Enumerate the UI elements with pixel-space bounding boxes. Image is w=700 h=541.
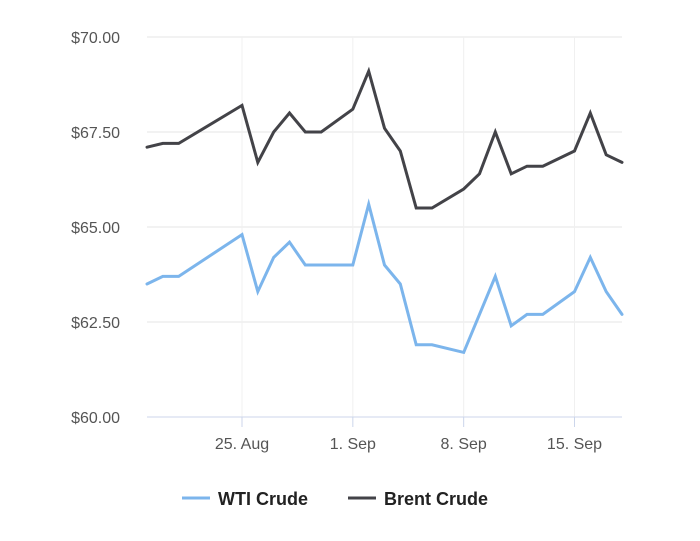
legend-label-brent-crude[interactable]: Brent Crude [384, 489, 488, 509]
x-axis: 25. Aug 1. Sep 8. Sep 15. Sep [147, 416, 622, 453]
series-group [145, 66, 624, 355]
gridlines [147, 36, 622, 417]
y-axis: $60.00 $62.50 $65.00 $67.50 $70.00 [71, 30, 120, 427]
x-tick-label: 1. Sep [330, 436, 376, 453]
series-line-brent-crude [145, 66, 624, 210]
y-tick-label: $62.50 [71, 315, 120, 332]
y-tick-label: $60.00 [71, 410, 120, 427]
y-tick-label: $67.50 [71, 125, 120, 142]
legend-label-wti-crude[interactable]: WTI Crude [218, 489, 308, 509]
legend[interactable]: WTI Crude Brent Crude [182, 489, 488, 509]
x-tick-label: 8. Sep [441, 436, 487, 453]
y-tick-label: $70.00 [71, 30, 120, 47]
x-tick-label: 15. Sep [547, 436, 602, 453]
series-line-wti-crude [145, 198, 624, 355]
y-tick-label: $65.00 [71, 220, 120, 237]
x-tick-label: 25. Aug [215, 436, 269, 453]
